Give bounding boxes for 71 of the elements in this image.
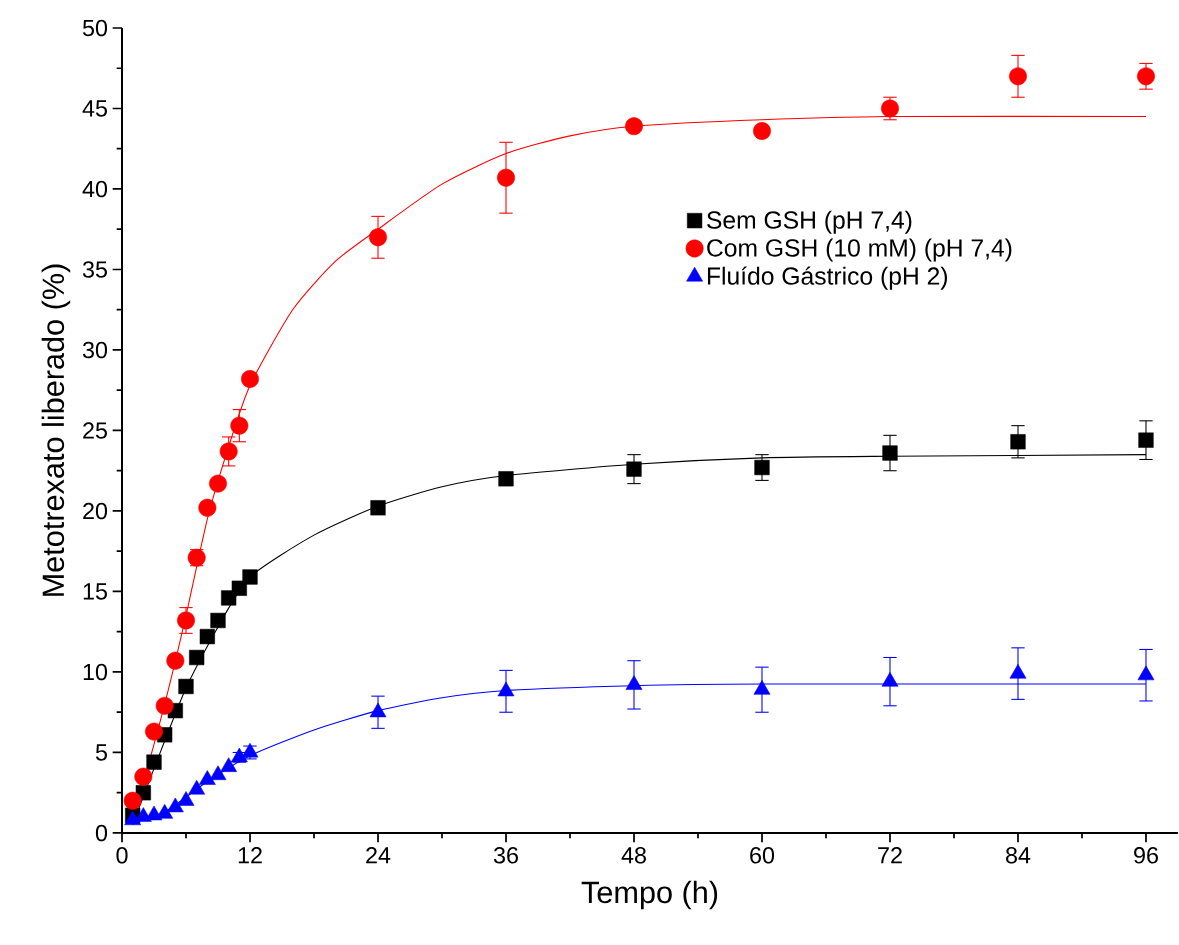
point [188,779,206,795]
y-tick-label: 35 [82,261,107,278]
y-tick-label: 45 [82,100,107,117]
point [625,117,643,136]
point [209,474,227,493]
y-tick-label: 50 [82,19,108,37]
point [166,797,184,813]
legend-label: Fluído Gástrico (pH 2) [707,266,948,290]
x-tick-label: 84 [1006,847,1031,864]
point [498,471,514,487]
point [146,754,162,770]
point [881,672,899,687]
x-tick-label: 36 [493,847,518,864]
y-tick-label: 0 [95,824,108,842]
point [230,416,249,435]
point [754,459,770,476]
y-tick-label: 30 [82,341,108,359]
point [1138,432,1154,448]
point [177,611,195,630]
point [219,442,238,461]
point [369,702,387,718]
point [209,765,227,780]
point [210,612,226,629]
point [753,680,771,695]
point [231,580,247,596]
point [123,791,142,810]
point [199,628,215,645]
point [242,569,258,585]
point [134,767,153,786]
point [155,696,174,715]
y-axis-title: Metotrexato liberado (%) [41,264,71,596]
point [1010,434,1026,450]
point [166,651,185,670]
point [178,678,194,695]
point [369,228,387,247]
point [625,675,643,690]
point [1009,67,1027,86]
legend-label: Com GSH (10 mM) (pH 7,4) [707,238,1012,262]
y-tick-label: 25 [83,422,107,439]
point [198,498,217,517]
x-tick-label: 48 [621,847,646,864]
point [156,804,174,819]
point [626,461,642,477]
x-tick-label: 96 [1134,847,1158,864]
y-tick-label: 40 [82,180,108,198]
point [177,791,195,806]
x-axis-title: Tempo (h) [581,880,718,910]
point [189,649,205,666]
point [241,370,259,388]
point [1009,663,1027,679]
x-tick-label: 0 [116,847,128,864]
point [1137,665,1155,681]
point [220,757,238,772]
point [370,500,386,516]
point [497,168,515,187]
legend-label: Sem GSH (pH 7,4) [707,210,912,234]
x-tick-label: 60 [750,847,775,864]
point [882,445,898,461]
point [497,681,515,697]
point [753,122,771,140]
point [1137,67,1155,86]
point [230,747,248,763]
x-tick-label: 24 [366,847,391,864]
point [145,722,163,741]
y-tick-label: 15 [83,583,107,600]
x-tick-label: 12 [238,847,262,864]
point [198,770,216,785]
y-tick-label: 5 [95,744,107,761]
y-tick-label: 20 [83,502,108,520]
y-tick-label: 10 [83,663,108,681]
x-tick-label: 72 [878,847,902,864]
